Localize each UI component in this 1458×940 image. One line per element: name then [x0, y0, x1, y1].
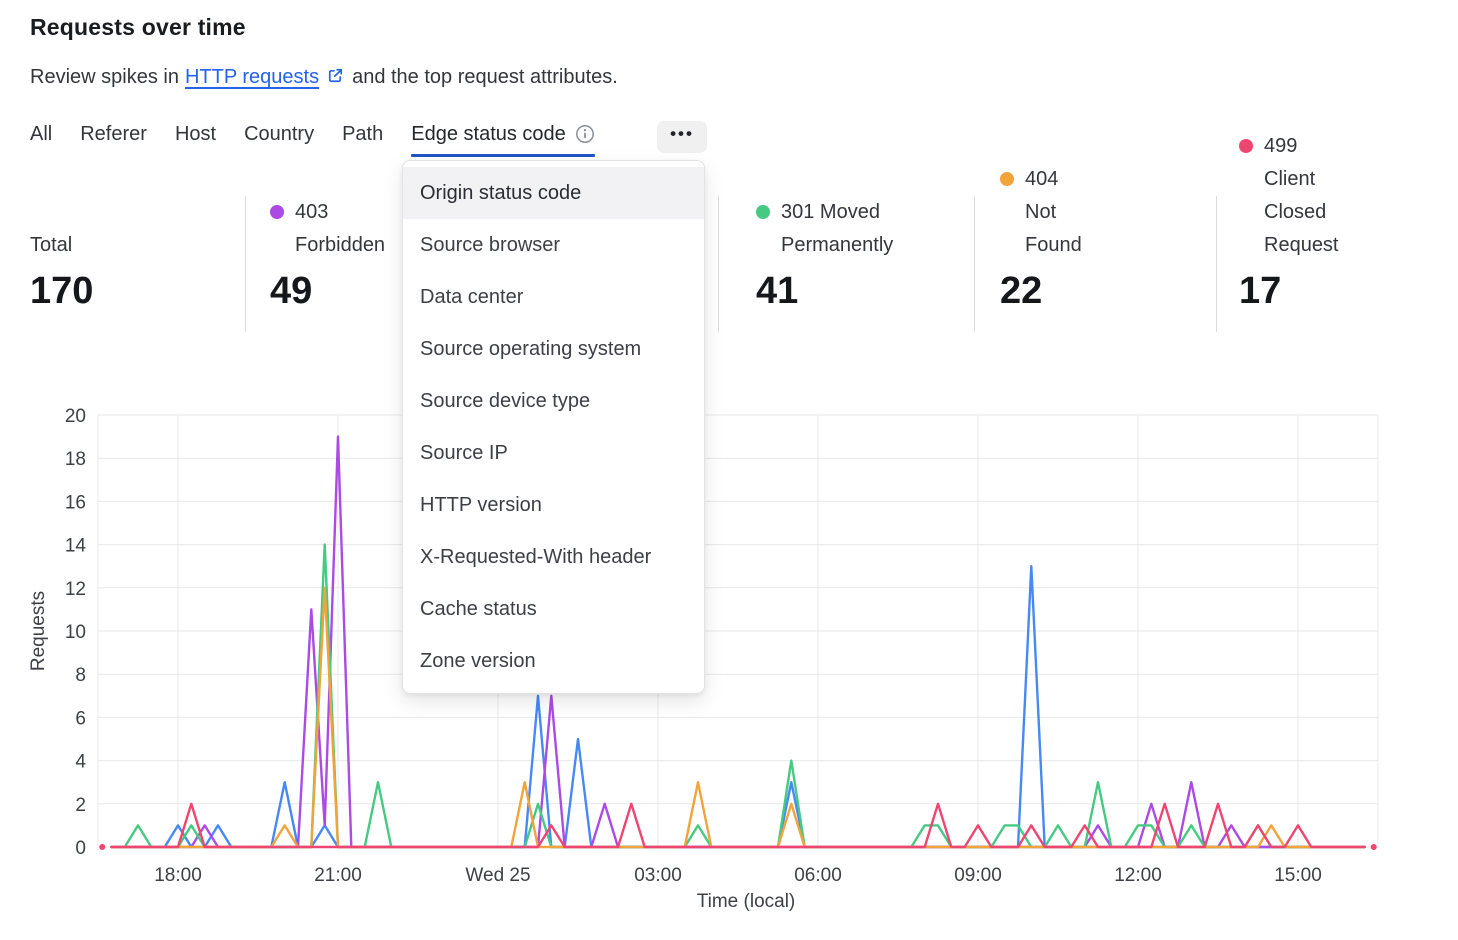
menu-item-source-device-type[interactable]: Source device type	[420, 389, 591, 412]
attribute-dropdown-menu: Origin status code Source browser Data cen…	[402, 160, 705, 694]
menu-item-cache-status[interactable]: Cache status	[420, 597, 537, 620]
stats-divider	[245, 196, 246, 332]
status-403-dot	[270, 205, 284, 219]
svg-text:0: 0	[75, 838, 86, 859]
stats-divider	[1216, 196, 1217, 332]
svg-text:18:00: 18:00	[154, 865, 202, 886]
menu-item-source-browser[interactable]: Source browser	[420, 233, 561, 256]
subtitle-suffix: and the top request attributes.	[352, 66, 618, 88]
svg-text:16: 16	[65, 492, 86, 513]
stat-301-moved-permanently: 301 Moved Permanently 41	[756, 201, 894, 312]
menu-item-x-requested-with-header[interactable]: X-Requested-With header	[420, 545, 652, 568]
stats-divider	[974, 196, 975, 332]
tab-host[interactable]: Host	[174, 123, 217, 145]
svg-text:12:00: 12:00	[1114, 865, 1162, 886]
stats-divider	[718, 196, 719, 332]
svg-text:Time (local): Time (local)	[697, 891, 796, 912]
svg-text:12: 12	[65, 579, 86, 600]
svg-text:4: 4	[75, 752, 86, 773]
menu-item-source-ip[interactable]: Source IP	[420, 441, 508, 464]
status-499-dot	[1239, 139, 1253, 153]
page-title: Requests over time	[30, 14, 246, 40]
status-301-dot	[756, 205, 770, 219]
info-icon[interactable]	[575, 124, 595, 144]
stat-total: Total 170	[30, 234, 94, 312]
http-requests-link[interactable]: HTTP requests	[184, 66, 320, 88]
tab-edge-status-code[interactable]: Edge status code	[411, 122, 595, 157]
svg-text:21:00: 21:00	[314, 865, 362, 886]
tab-path[interactable]: Path	[342, 123, 384, 145]
svg-text:Wed 25: Wed 25	[465, 865, 530, 886]
status-404-dot	[1000, 172, 1014, 186]
stat-total-value: 170	[30, 270, 94, 312]
tab-all[interactable]: All	[30, 123, 53, 145]
tab-country[interactable]: Country	[244, 123, 315, 145]
stat-301-value: 41	[756, 270, 799, 312]
svg-text:18: 18	[65, 449, 86, 470]
stat-403-forbidden: 403 Forbidden 49	[270, 201, 386, 312]
svg-text:20: 20	[65, 406, 86, 427]
more-tabs-button[interactable]: •••	[657, 121, 707, 153]
svg-text:03:00: 03:00	[634, 865, 682, 886]
svg-text:14: 14	[65, 536, 87, 557]
stat-404-value: 22	[1000, 270, 1043, 312]
svg-text:06:00: 06:00	[794, 865, 842, 886]
menu-item-data-center[interactable]: Data center	[420, 285, 524, 308]
svg-text:Requests: Requests	[28, 591, 49, 671]
page-subtitle: Review spikes in HTTP requests and the t…	[30, 62, 618, 92]
svg-text:15:00: 15:00	[1274, 865, 1322, 886]
svg-text:6: 6	[75, 708, 86, 729]
stat-403-value: 49	[270, 270, 313, 312]
stat-404-not-found: 404 Not Found 22	[1000, 168, 1082, 312]
stat-499-value: 17	[1239, 270, 1282, 312]
menu-item-origin-status-code[interactable]: Origin status code	[403, 167, 704, 219]
stat-499-client-closed-request: 499 Client Closed Request 17	[1239, 135, 1339, 312]
menu-item-zone-version[interactable]: Zone version	[420, 649, 536, 672]
external-link-icon[interactable]	[327, 67, 344, 84]
svg-text:2: 2	[75, 795, 86, 816]
svg-text:09:00: 09:00	[954, 865, 1002, 886]
svg-text:8: 8	[75, 665, 86, 686]
svg-text:10: 10	[65, 622, 86, 643]
menu-item-http-version[interactable]: HTTP version	[420, 493, 542, 516]
attribute-tabs: All Referer Host Country Path Edge statu…	[30, 122, 595, 157]
subtitle-prefix: Review spikes in	[30, 66, 179, 88]
menu-item-source-operating-system[interactable]: Source operating system	[420, 337, 642, 360]
tab-referer[interactable]: Referer	[80, 123, 147, 145]
